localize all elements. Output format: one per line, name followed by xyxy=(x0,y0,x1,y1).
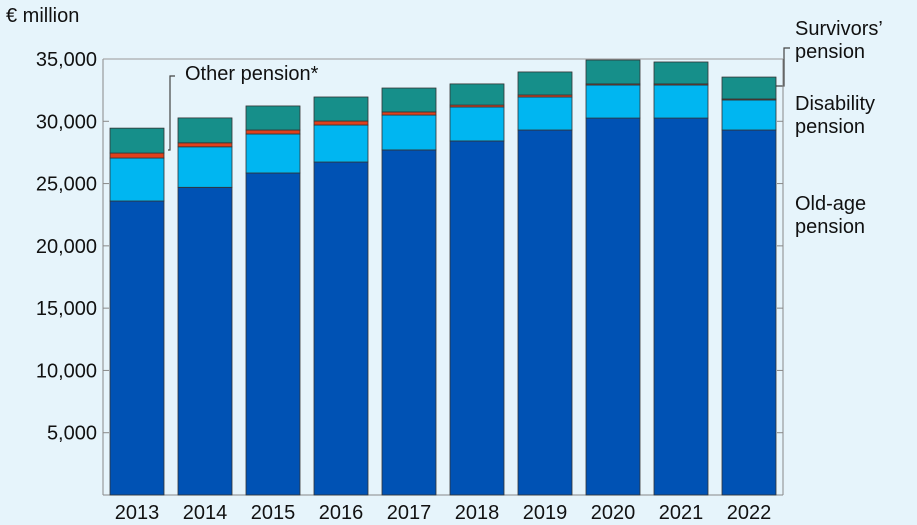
bar-segment xyxy=(381,87,437,113)
bar-segment xyxy=(109,200,165,496)
bar-segment xyxy=(109,157,165,202)
bar-segment xyxy=(721,99,777,131)
leader-line xyxy=(775,47,790,87)
legend-label: Disability pension xyxy=(795,93,876,138)
bar-segment xyxy=(381,114,437,151)
leader-line xyxy=(168,75,175,151)
y-tick-label: 5,000 xyxy=(47,423,97,445)
bar-segment xyxy=(585,59,641,85)
bar-segment xyxy=(449,140,505,496)
x-tick-label: 2021 xyxy=(659,502,704,524)
legend-label: Survivors’ pension xyxy=(795,18,883,63)
y-tick-label: 25,000 xyxy=(36,174,97,196)
bar-segment xyxy=(177,117,233,144)
bar-segment xyxy=(381,111,437,116)
x-tick-label: 2015 xyxy=(251,502,296,524)
bar-segment xyxy=(517,71,573,96)
bar-segment xyxy=(109,152,165,159)
bar-segment xyxy=(245,172,301,496)
bar-segment xyxy=(721,129,777,496)
bar-segment xyxy=(585,117,641,496)
bar-segment xyxy=(449,83,505,106)
x-tick-label: 2019 xyxy=(523,502,568,524)
bar-segment xyxy=(109,127,165,154)
bar-segment xyxy=(449,106,505,142)
bar-segment xyxy=(585,84,641,119)
y-tick-label: 30,000 xyxy=(36,111,97,133)
bar-segment xyxy=(313,161,369,496)
bar-segment xyxy=(245,133,301,174)
bar-segment xyxy=(177,146,233,188)
bar-segment xyxy=(517,96,573,131)
x-tick-label: 2018 xyxy=(455,502,500,524)
bar-segment xyxy=(313,96,369,122)
bar-segment xyxy=(245,105,301,131)
bar-segment xyxy=(653,117,709,496)
bar-segment xyxy=(653,84,709,119)
bar-segment xyxy=(313,124,369,163)
x-tick-label: 2013 xyxy=(115,502,160,524)
y-tick-label: 35,000 xyxy=(36,49,97,71)
bar-segment xyxy=(517,129,573,496)
x-tick-label: 2020 xyxy=(591,502,636,524)
x-tick-label: 2017 xyxy=(387,502,432,524)
x-tick-label: 2016 xyxy=(319,502,364,524)
legend-label: Other pension* xyxy=(185,63,319,85)
bar-segment xyxy=(653,61,709,85)
bar-segment xyxy=(177,186,233,496)
y-tick-label: 20,000 xyxy=(36,236,97,258)
y-tick-label: 15,000 xyxy=(36,298,97,320)
x-tick-label: 2022 xyxy=(727,502,772,524)
x-tick-label: 2014 xyxy=(183,502,228,524)
y-axis-label: € million xyxy=(6,5,79,27)
bar-segment xyxy=(721,76,777,100)
bar-segment xyxy=(313,120,369,126)
y-tick-label: 10,000 xyxy=(36,360,97,382)
bar-segment xyxy=(381,149,437,496)
bar-segment xyxy=(245,129,301,135)
legend-label: Old-age pension xyxy=(795,193,867,238)
bar-segment xyxy=(177,142,233,148)
